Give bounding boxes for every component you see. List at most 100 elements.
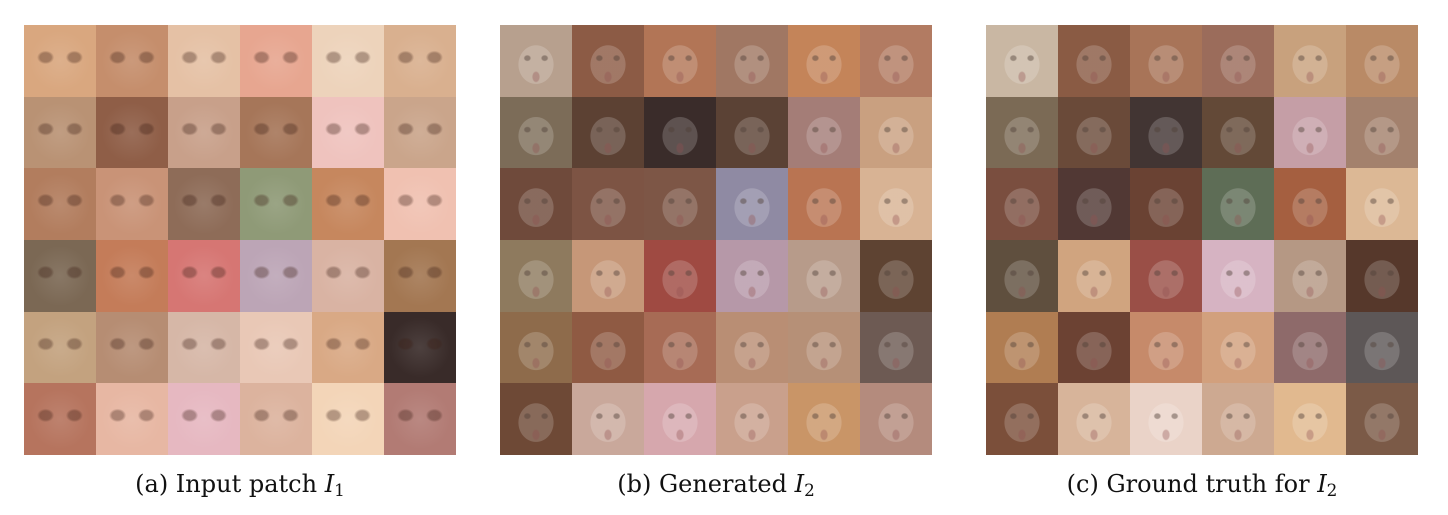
eye-patch-tile [312,239,384,312]
caption-a-symbol: I [324,470,335,498]
face-image-tile [1130,168,1202,240]
face-image-tile [1130,239,1202,312]
face-image-tile [572,25,644,97]
face-image-tile [986,239,1058,312]
caption-input-patch: (a) Input patch I1 [24,470,456,500]
eye-patch-tile [24,168,96,240]
eye-patch-tile [312,168,384,240]
face-image-tile [500,168,572,240]
face-image-tile [500,96,572,169]
face-image-tile [1202,96,1274,169]
eye-patch-tile [96,168,168,240]
face-image-tile [1202,25,1274,97]
face-image-tile [1130,383,1202,455]
eye-patch-tile [168,383,240,455]
eye-patch-tile [384,168,456,240]
face-image-tile [986,96,1058,169]
caption-b-prefix: (b) Generated [617,470,795,498]
face-image-tile [716,383,788,455]
face-image-tile [644,96,716,169]
eye-patch-tile [96,25,168,97]
face-image-tile [1346,25,1418,97]
face-image-tile [788,25,860,97]
face-image-tile [1202,239,1274,312]
face-image-tile [986,25,1058,97]
eye-patch-tile [240,168,312,240]
face-image-tile [788,96,860,169]
eye-patch-tile [384,239,456,312]
face-image-tile [986,383,1058,455]
face-image-tile [644,383,716,455]
face-image-tile [860,168,932,240]
face-image-tile [1274,239,1346,312]
eye-patch-tile [168,311,240,384]
face-image-tile [788,239,860,312]
eye-patch-tile [384,25,456,97]
face-image-tile [500,311,572,384]
face-image-tile [1058,383,1130,455]
eye-patch-tile [240,96,312,169]
eye-patch-tile [96,311,168,384]
face-image-tile [1130,311,1202,384]
ground-truth-faces-grid [986,25,1418,455]
face-image-tile [986,168,1058,240]
caption-c-symbol: I [1317,470,1327,498]
face-image-tile [644,168,716,240]
caption-ground-truth: (c) Ground truth for I2 [986,470,1418,500]
face-image-tile [1202,168,1274,240]
face-image-tile [860,311,932,384]
caption-c-prefix: (c) Ground truth for [1066,470,1318,498]
face-image-tile [1058,168,1130,240]
face-image-tile [716,239,788,312]
face-image-tile [500,383,572,455]
face-image-tile [1346,96,1418,169]
face-image-tile [1346,311,1418,384]
face-image-tile [644,311,716,384]
face-image-tile [1274,311,1346,384]
eye-patch-tile [168,168,240,240]
face-image-tile [572,96,644,169]
eye-patch-tile [168,25,240,97]
eye-patch-tile [384,383,456,455]
face-image-tile [860,25,932,97]
eye-patch-tile [96,383,168,455]
face-image-tile [500,25,572,97]
face-image-tile [1202,311,1274,384]
face-image-tile [1130,96,1202,169]
eye-patch-tile [96,96,168,169]
eye-patch-tile [24,96,96,169]
eye-patch-tile [312,25,384,97]
eye-patch-tile [96,239,168,312]
face-image-tile [716,311,788,384]
eye-patch-tile [24,311,96,384]
face-image-tile [986,311,1058,384]
face-image-tile [1058,25,1130,97]
eye-patch-tile [312,311,384,384]
face-image-tile [644,239,716,312]
face-image-tile [716,25,788,97]
generated-faces-grid [500,25,932,455]
face-image-tile [1058,311,1130,384]
face-image-tile [1202,383,1274,455]
face-image-tile [1346,168,1418,240]
face-image-tile [1274,383,1346,455]
face-image-tile [860,383,932,455]
eye-patch-tile [24,25,96,97]
eye-patch-tile [240,383,312,455]
eye-patch-tile [240,311,312,384]
face-image-tile [644,25,716,97]
face-image-tile [788,168,860,240]
caption-a-prefix: (a) Input patch [135,470,325,498]
face-image-tile [716,168,788,240]
caption-c-subscript: 2 [1326,480,1338,501]
face-image-tile [1274,25,1346,97]
caption-a-subscript: 1 [334,480,345,501]
face-image-tile [1346,239,1418,312]
face-image-tile [572,168,644,240]
eye-patch-tile [312,96,384,169]
eye-patch-tile [168,96,240,169]
face-image-tile [788,383,860,455]
caption-generated: (b) Generated I2 [500,470,932,500]
face-image-tile [1058,96,1130,169]
input-patch-grid [24,25,456,455]
